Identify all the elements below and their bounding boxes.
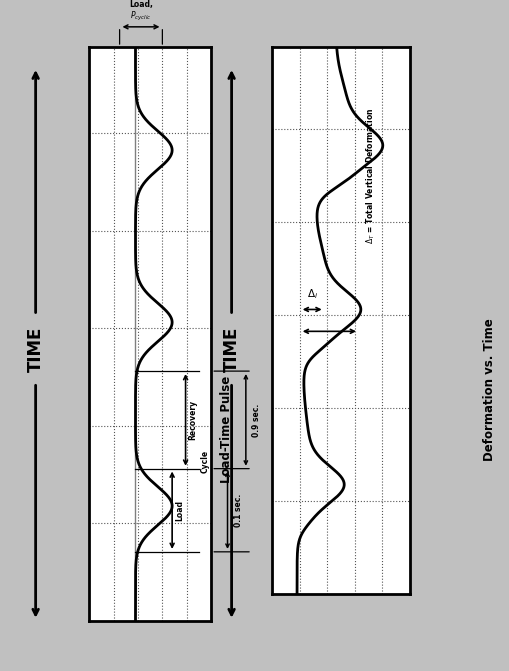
Text: Recovery: Recovery <box>189 400 197 440</box>
Text: Repeated
Load,
$P_{cyclic}$: Repeated Load, $P_{cyclic}$ <box>120 0 162 23</box>
Text: Deformation vs. Time: Deformation vs. Time <box>483 318 496 460</box>
Text: $\Delta_i$: $\Delta_i$ <box>306 287 318 301</box>
Text: Load-Time Pulse: Load-Time Pulse <box>220 376 233 483</box>
Text: Load: Load <box>175 500 184 521</box>
Text: $\Delta_T$ = Total Vertical Deformation: $\Delta_T$ = Total Vertical Deformation <box>364 107 377 244</box>
Text: TIME: TIME <box>26 326 45 372</box>
Text: 0.1 sec.: 0.1 sec. <box>234 494 243 527</box>
Text: 0.9 sec.: 0.9 sec. <box>252 403 261 437</box>
Text: Cycle: Cycle <box>200 450 209 473</box>
Text: TIME: TIME <box>222 326 241 372</box>
